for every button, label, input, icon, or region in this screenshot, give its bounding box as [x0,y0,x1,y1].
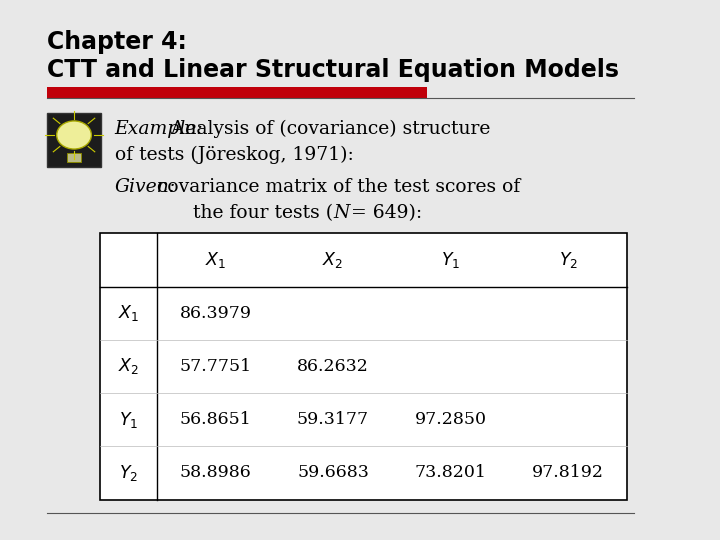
Text: 97.8192: 97.8192 [532,464,604,481]
Text: 59.3177: 59.3177 [297,411,369,428]
Text: 97.2850: 97.2850 [415,411,487,428]
Text: CTT and Linear Structural Equation Models: CTT and Linear Structural Equation Model… [47,58,618,82]
Text: covariance matrix of the test scores of: covariance matrix of the test scores of [151,178,521,196]
Text: Chapter 4:: Chapter 4: [47,30,186,53]
FancyBboxPatch shape [100,233,627,500]
Text: $X_2$: $X_2$ [118,356,139,376]
Text: $Y_1$: $Y_1$ [119,410,138,430]
Text: 58.8986: 58.8986 [179,464,251,481]
Text: 56.8651: 56.8651 [179,411,251,428]
Text: 73.8201: 73.8201 [415,464,487,481]
Text: 86.2632: 86.2632 [297,358,369,375]
Text: $Y_2$: $Y_2$ [559,250,577,270]
Text: $X_1$: $X_1$ [118,303,139,323]
FancyBboxPatch shape [47,87,427,98]
Text: N: N [333,204,350,222]
Text: 59.6683: 59.6683 [297,464,369,481]
Text: Example:: Example: [114,120,204,138]
Text: Analysis of (covariance) structure: Analysis of (covariance) structure [165,120,490,138]
FancyBboxPatch shape [67,153,81,162]
Text: $X_1$: $X_1$ [205,250,226,270]
Text: 57.7751: 57.7751 [179,358,251,375]
Text: $X_2$: $X_2$ [323,250,343,270]
Text: of tests (Jöreskog, 1971):: of tests (Jöreskog, 1971): [114,146,354,164]
Text: $Y_2$: $Y_2$ [119,463,138,483]
Text: Given:: Given: [114,178,176,196]
Text: the four tests (: the four tests ( [194,204,333,222]
Text: = 649):: = 649): [346,204,423,222]
FancyBboxPatch shape [47,113,102,167]
Circle shape [57,121,91,149]
Text: 86.3979: 86.3979 [179,305,251,322]
Text: $Y_1$: $Y_1$ [441,250,460,270]
